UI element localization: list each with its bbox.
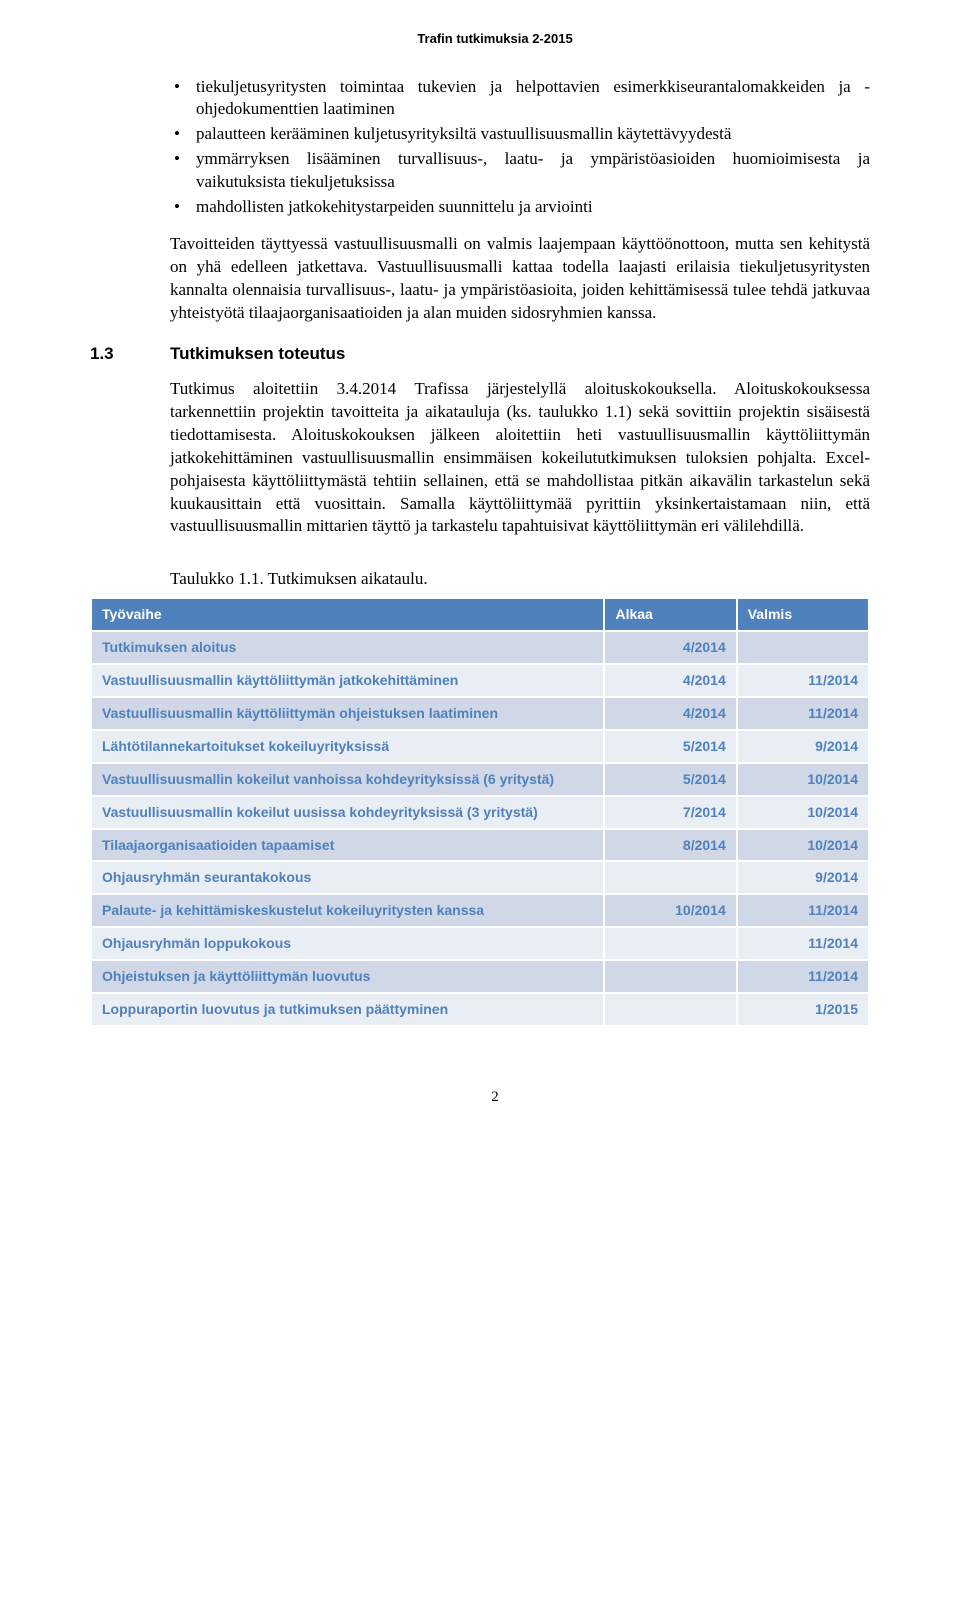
table-cell: 5/2014 <box>604 730 736 763</box>
table-cell: 11/2014 <box>737 927 869 960</box>
document-header: Trafin tutkimuksia 2-2015 <box>120 30 870 48</box>
table-header-cell: Työvaihe <box>91 598 604 631</box>
table-cell: 7/2014 <box>604 796 736 829</box>
section-heading: 1.3 Tutkimuksen toteutus <box>90 343 870 366</box>
table-cell: 11/2014 <box>737 894 869 927</box>
table-cell: 10/2014 <box>737 796 869 829</box>
table-header-cell: Alkaa <box>604 598 736 631</box>
table-caption: Taulukko 1.1. Tutkimuksen aikataulu. <box>170 568 870 591</box>
table-cell: Palaute- ja kehittämiskeskustelut kokeil… <box>91 894 604 927</box>
table-header-cell: Valmis <box>737 598 869 631</box>
table-cell: 9/2014 <box>737 861 869 894</box>
table-header-row: TyövaiheAlkaaValmis <box>91 598 869 631</box>
bullet-item: palautteen kerääminen kuljetusyrityksilt… <box>170 123 870 146</box>
table-cell: 4/2014 <box>604 697 736 730</box>
table-cell <box>737 631 869 664</box>
table-cell: Ohjeistuksen ja käyttöliittymän luovutus <box>91 960 604 993</box>
table-cell: Vastuullisuusmallin käyttöliittymän ohje… <box>91 697 604 730</box>
schedule-table: TyövaiheAlkaaValmis Tutkimuksen aloitus4… <box>90 597 870 1027</box>
table-cell: 4/2014 <box>604 631 736 664</box>
table-cell: 10/2014 <box>604 894 736 927</box>
table-cell <box>604 861 736 894</box>
table-row: Loppuraportin luovutus ja tutkimuksen pä… <box>91 993 869 1026</box>
table-cell: 4/2014 <box>604 664 736 697</box>
table-row: Tilaajaorganisaatioiden tapaamiset8/2014… <box>91 829 869 862</box>
paragraph-1: Tavoitteiden täyttyessä vastuullisuusmal… <box>170 233 870 325</box>
table-cell: 5/2014 <box>604 763 736 796</box>
table-cell: Ohjausryhmän seurantakokous <box>91 861 604 894</box>
table-cell: 10/2014 <box>737 763 869 796</box>
bullet-item: ymmärryksen lisääminen turvallisuus-, la… <box>170 148 870 194</box>
table-row: Lähtötilannekartoitukset kokeiluyrityksi… <box>91 730 869 763</box>
table-row: Vastuullisuusmallin käyttöliittymän ohje… <box>91 697 869 730</box>
bullet-item: tiekuljetusyritysten toimintaa tukevien … <box>170 76 870 122</box>
table-cell: 8/2014 <box>604 829 736 862</box>
table-cell: Tilaajaorganisaatioiden tapaamiset <box>91 829 604 862</box>
table-row: Ohjausryhmän seurantakokous 9/2014 <box>91 861 869 894</box>
table-cell: 11/2014 <box>737 664 869 697</box>
bullet-item: mahdollisten jatkokehitystarpeiden suunn… <box>170 196 870 219</box>
table-row: Vastuullisuusmallin käyttöliittymän jatk… <box>91 664 869 697</box>
page-number: 2 <box>120 1087 870 1107</box>
section-number: 1.3 <box>90 343 170 366</box>
table-row: Palaute- ja kehittämiskeskustelut kokeil… <box>91 894 869 927</box>
table-cell: Vastuullisuusmallin kokeilut vanhoissa k… <box>91 763 604 796</box>
table-cell <box>604 993 736 1026</box>
paragraph-2: Tutkimus aloitettiin 3.4.2014 Trafissa j… <box>170 378 870 539</box>
table-cell: 9/2014 <box>737 730 869 763</box>
table-cell: 11/2014 <box>737 960 869 993</box>
table-cell: Loppuraportin luovutus ja tutkimuksen pä… <box>91 993 604 1026</box>
table-row: Ohjeistuksen ja käyttöliittymän luovutus… <box>91 960 869 993</box>
table-cell: 11/2014 <box>737 697 869 730</box>
table-row: Vastuullisuusmallin kokeilut vanhoissa k… <box>91 763 869 796</box>
table-row: Ohjausryhmän loppukokous 11/2014 <box>91 927 869 960</box>
section-title: Tutkimuksen toteutus <box>170 343 345 366</box>
table-cell: 1/2015 <box>737 993 869 1026</box>
table-cell: 10/2014 <box>737 829 869 862</box>
table-cell: Vastuullisuusmallin käyttöliittymän jatk… <box>91 664 604 697</box>
table-cell <box>604 927 736 960</box>
table-cell: Tutkimuksen aloitus <box>91 631 604 664</box>
table-cell: Ohjausryhmän loppukokous <box>91 927 604 960</box>
table-cell: Lähtötilannekartoitukset kokeiluyrityksi… <box>91 730 604 763</box>
table-cell <box>604 960 736 993</box>
table-cell: Vastuullisuusmallin kokeilut uusissa koh… <box>91 796 604 829</box>
table-row: Tutkimuksen aloitus4/2014 <box>91 631 869 664</box>
table-row: Vastuullisuusmallin kokeilut uusissa koh… <box>91 796 869 829</box>
bullet-list: tiekuljetusyritysten toimintaa tukevien … <box>170 76 870 220</box>
